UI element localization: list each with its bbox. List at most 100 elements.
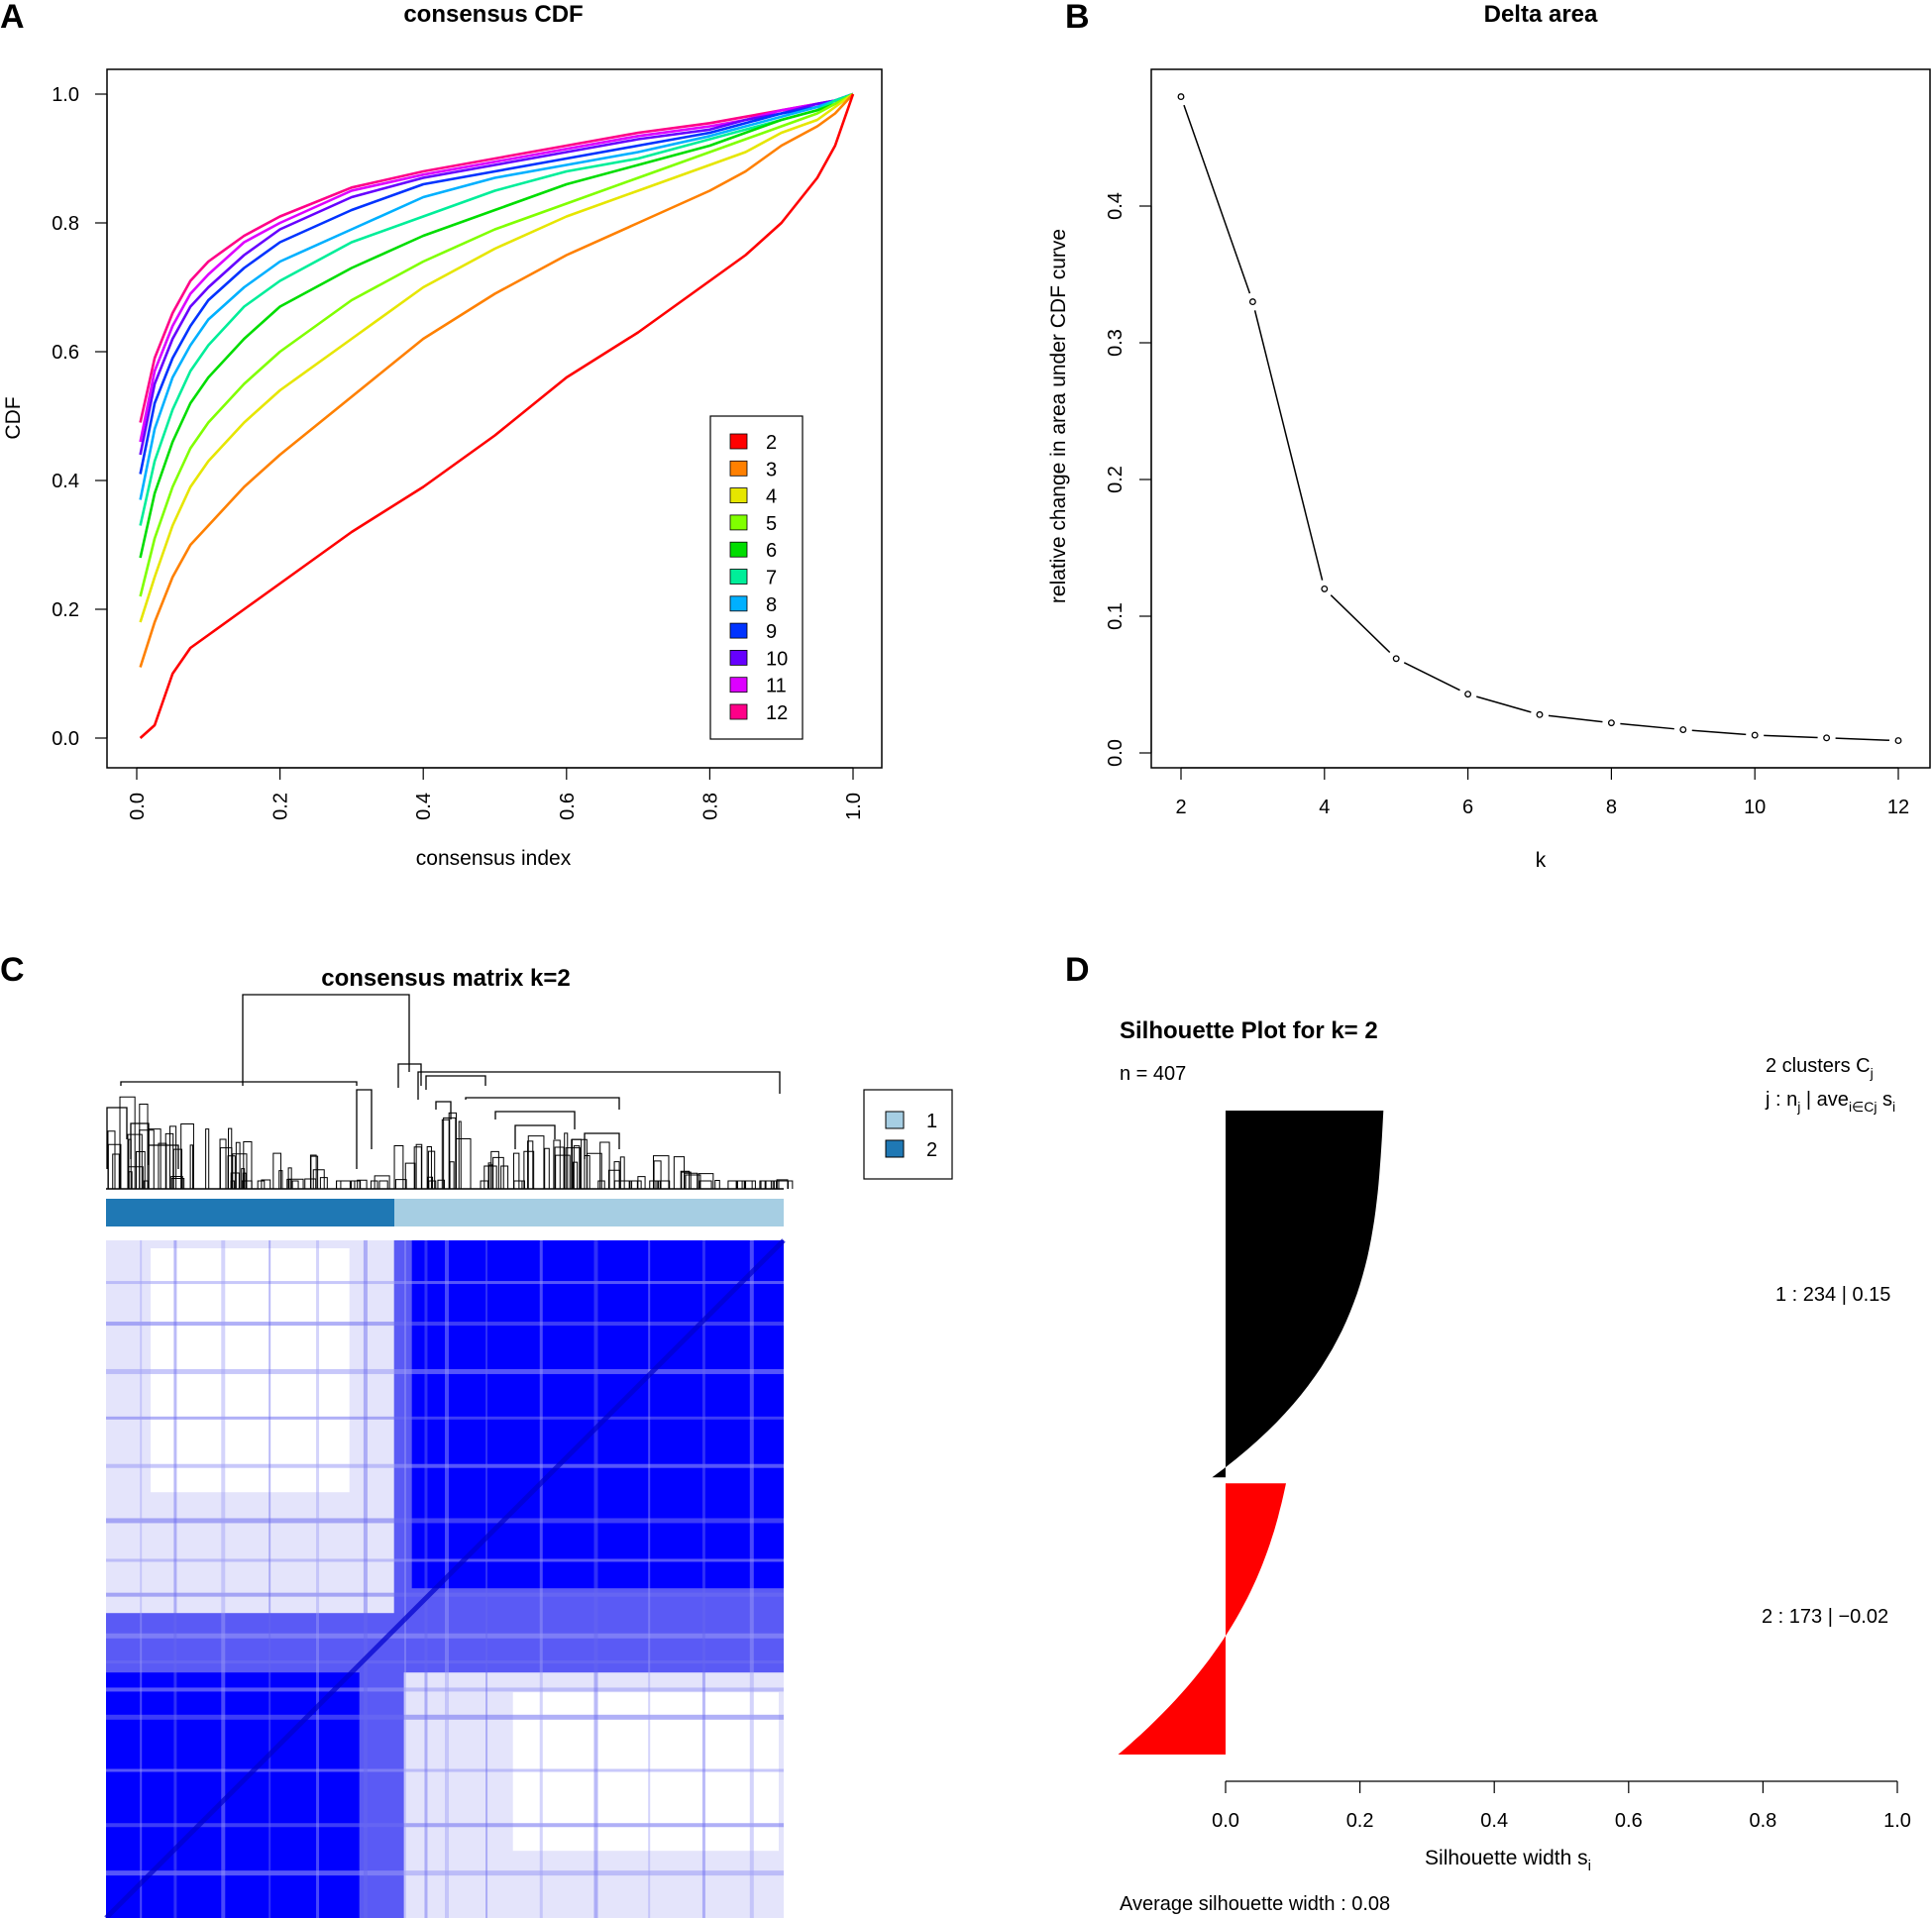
- delta-plot-frame: [1150, 68, 1931, 769]
- dendrogram-branch: [261, 1179, 271, 1189]
- silhouette-average: Average silhouette width : 0.08: [1120, 1893, 1390, 1915]
- dendrogram-branch: [727, 1180, 737, 1189]
- matrix-col-streak: [173, 1240, 177, 1918]
- matrix-row-streak: [106, 1463, 784, 1468]
- cdf-legend-label-k3: 3: [766, 459, 777, 480]
- matrix-diagonal: [104, 1238, 786, 1918]
- dendrogram-branch: [698, 1173, 714, 1189]
- delta-point-k3: [1248, 298, 1256, 306]
- dendrogram-branch: [426, 1145, 432, 1189]
- dendrogram-branch: [564, 1132, 569, 1189]
- cdf-legend-swatch-k11: [729, 677, 748, 693]
- dendrogram-branch: [500, 1165, 509, 1189]
- dendrogram-branch: [288, 1178, 304, 1189]
- cdf-legend-label-k12: 12: [766, 702, 788, 724]
- matrix-row-streak: [106, 1322, 784, 1327]
- silhouette-header-2: j : nj | avei∈Cj si: [1765, 1089, 1895, 1115]
- dendrogram-branch: [227, 1155, 236, 1189]
- delta-point-k11: [1823, 734, 1831, 742]
- silhouette-xtick-label-0.2: 0.2: [1346, 1810, 1374, 1832]
- matrix-row-streak: [106, 1870, 784, 1876]
- dendrogram-branch: [336, 1180, 351, 1189]
- delta-segment: [1476, 695, 1532, 713]
- matrix-row-streak: [106, 1687, 784, 1692]
- delta-point-k2: [1177, 93, 1185, 101]
- dendrogram-branch: [205, 1128, 210, 1189]
- delta-title: Delta area: [1484, 1, 1598, 28]
- dendrogram-branch: [458, 1120, 462, 1189]
- dendrogram-branch: [189, 1144, 194, 1189]
- dendrogram-branch: [480, 1180, 489, 1189]
- dendrogram-branch: [657, 1180, 671, 1189]
- cdf-legend-label-k7: 7: [766, 568, 777, 589]
- dendrogram-branch: [584, 1155, 590, 1189]
- dendrogram-branch: [228, 1127, 233, 1189]
- matrix-legend-label-1: 1: [926, 1111, 937, 1132]
- cdf-ytick-label-0.0: 0.0: [52, 728, 79, 750]
- cdf-legend-label-k8: 8: [766, 594, 777, 616]
- delta-segment: [1183, 104, 1251, 294]
- dendrogram-branch: [778, 1180, 794, 1189]
- dendrogram-branch: [310, 1155, 319, 1189]
- silhouette-cluster-2-label: 2 : 173 | −0.02: [1762, 1606, 1888, 1628]
- dendrogram-branch: [572, 1161, 579, 1189]
- dendrogram-branch: [487, 1162, 492, 1189]
- dendrogram-branch: [158, 1142, 167, 1189]
- dendrogram-branch: [139, 1129, 155, 1189]
- cdf-line-k5: [139, 92, 854, 597]
- cluster-bar-1: [394, 1199, 784, 1226]
- silhouette-xtick-label-0.6: 0.6: [1615, 1810, 1643, 1832]
- matrix-col-streak: [403, 1240, 406, 1918]
- dendrogram-branch: [527, 1135, 545, 1189]
- dendrogram-branch: [685, 1174, 701, 1189]
- dendrogram-branch: [513, 1180, 525, 1189]
- dendrogram-branch: [374, 1175, 390, 1189]
- dendrogram-branch: [172, 1148, 183, 1189]
- silhouette-xtick-label-1.0: 1.0: [1883, 1810, 1911, 1832]
- dendrogram-branch: [257, 1180, 266, 1189]
- delta-ytick-label-0.2: 0.2: [1105, 466, 1127, 493]
- cdf-xtick-label-0.8: 0.8: [699, 793, 721, 820]
- matrix-col-streak: [539, 1240, 543, 1918]
- matrix-row-streak: [106, 1281, 784, 1285]
- dendrogram-branch: [336, 1180, 342, 1189]
- dendrogram-branch: [241, 1168, 246, 1189]
- silhouette-n: n = 407: [1120, 1063, 1186, 1085]
- delta-point-k10: [1751, 731, 1759, 739]
- dendrogram-branch: [553, 1139, 561, 1189]
- silhouette-xlabel: Silhouette width si: [1425, 1847, 1591, 1874]
- dendrogram-branch: [291, 1180, 299, 1189]
- dendrogram-branch: [427, 1150, 436, 1189]
- delta-segment: [1253, 310, 1324, 581]
- matrix-row-streak: [106, 1592, 784, 1597]
- matrix-col-streak: [140, 1240, 143, 1918]
- cdf-legend-label-k6: 6: [766, 540, 777, 562]
- delta-xtick-label-12: 12: [1887, 797, 1909, 818]
- silhouette-cluster-1-bars: [1212, 1111, 1384, 1478]
- cdf-title: consensus CDF: [403, 1, 583, 28]
- dendrogram-branch: [393, 1144, 404, 1189]
- cdf-line-k12: [139, 92, 854, 423]
- matrix-row-streak: [106, 1368, 784, 1374]
- delta-series: [1177, 93, 1902, 745]
- matrix-legend-box: [863, 1089, 953, 1180]
- delta-segment: [1691, 729, 1747, 736]
- dendrogram-branch: [170, 1178, 185, 1189]
- dendrogram-branch: [571, 1138, 583, 1189]
- dendrogram-branch: [573, 1145, 581, 1189]
- dendrogram-branch: [554, 1146, 565, 1189]
- cdf-ytick-label-0.8: 0.8: [52, 213, 79, 235]
- cdf-legend-swatch-k4: [729, 487, 748, 504]
- dendrogram-branch: [107, 1143, 122, 1189]
- dendrogram-branch: [143, 1180, 150, 1189]
- panel-b: B Delta area 0.00.10.20.30.4 2 4 6 8 10 12 k …: [1047, 0, 1931, 872]
- dendrogram-branch: [415, 1143, 423, 1189]
- dendrogram-branch: [613, 1161, 620, 1189]
- panel-letter-a: A: [0, 0, 25, 36]
- dendrogram-branch: [653, 1155, 670, 1189]
- panel-letter-d: D: [1065, 951, 1090, 989]
- cdf-y-axis: 0.0 0.2 0.4 0.6 0.8 1.0: [52, 84, 108, 750]
- cdf-xlabel: consensus index: [416, 847, 572, 870]
- cdf-x-axis: 0.0 0.2 0.4 0.6 0.8 1.0: [127, 767, 865, 820]
- delta-point-k12: [1894, 737, 1902, 745]
